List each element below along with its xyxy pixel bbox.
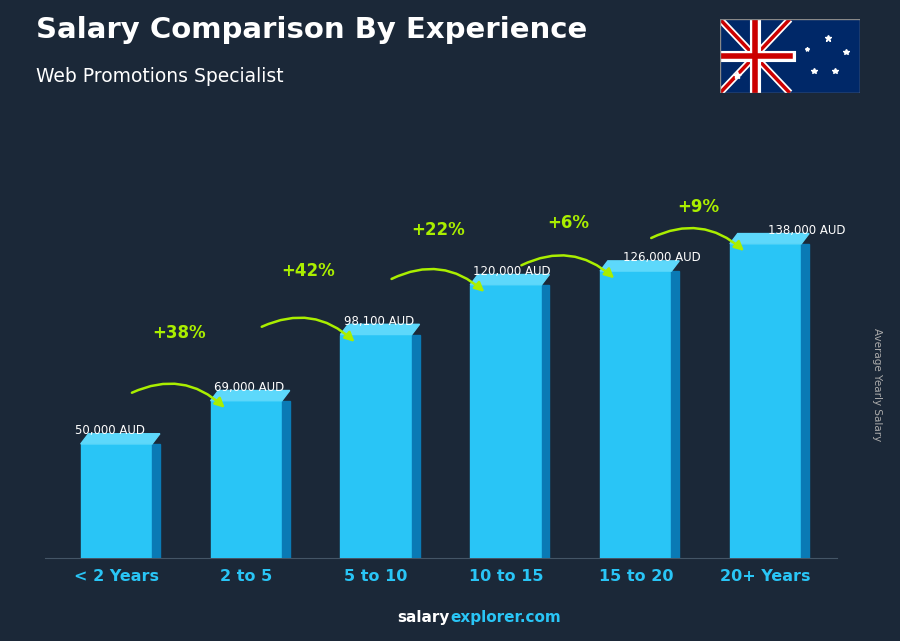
Text: 50,000 AUD: 50,000 AUD	[75, 424, 145, 437]
Text: 120,000 AUD: 120,000 AUD	[473, 265, 551, 278]
Text: 138,000 AUD: 138,000 AUD	[769, 224, 846, 237]
Text: salary: salary	[398, 610, 450, 625]
Bar	[81, 444, 152, 558]
Text: +9%: +9%	[677, 199, 719, 217]
Polygon shape	[730, 233, 809, 244]
Polygon shape	[282, 401, 290, 558]
Polygon shape	[470, 274, 549, 285]
Text: +38%: +38%	[152, 324, 205, 342]
Bar	[470, 285, 542, 558]
Text: 98,100 AUD: 98,100 AUD	[344, 315, 414, 328]
Bar	[211, 401, 282, 558]
Text: Average Yearly Salary: Average Yearly Salary	[872, 328, 883, 441]
Text: 69,000 AUD: 69,000 AUD	[214, 381, 284, 394]
Polygon shape	[412, 335, 419, 558]
Polygon shape	[340, 324, 419, 335]
Text: Web Promotions Specialist: Web Promotions Specialist	[36, 67, 284, 87]
Bar	[340, 335, 412, 558]
Text: +22%: +22%	[411, 221, 465, 239]
Polygon shape	[542, 285, 549, 558]
Polygon shape	[600, 261, 680, 271]
Text: 126,000 AUD: 126,000 AUD	[623, 251, 700, 264]
Bar	[600, 271, 671, 558]
Text: +42%: +42%	[282, 262, 336, 280]
Polygon shape	[211, 390, 290, 401]
Polygon shape	[81, 434, 160, 444]
Text: +6%: +6%	[547, 214, 590, 233]
Bar	[730, 244, 801, 558]
Polygon shape	[671, 271, 680, 558]
Polygon shape	[152, 444, 160, 558]
Text: Salary Comparison By Experience: Salary Comparison By Experience	[36, 16, 587, 44]
Polygon shape	[801, 244, 809, 558]
Text: explorer.com: explorer.com	[450, 610, 561, 625]
